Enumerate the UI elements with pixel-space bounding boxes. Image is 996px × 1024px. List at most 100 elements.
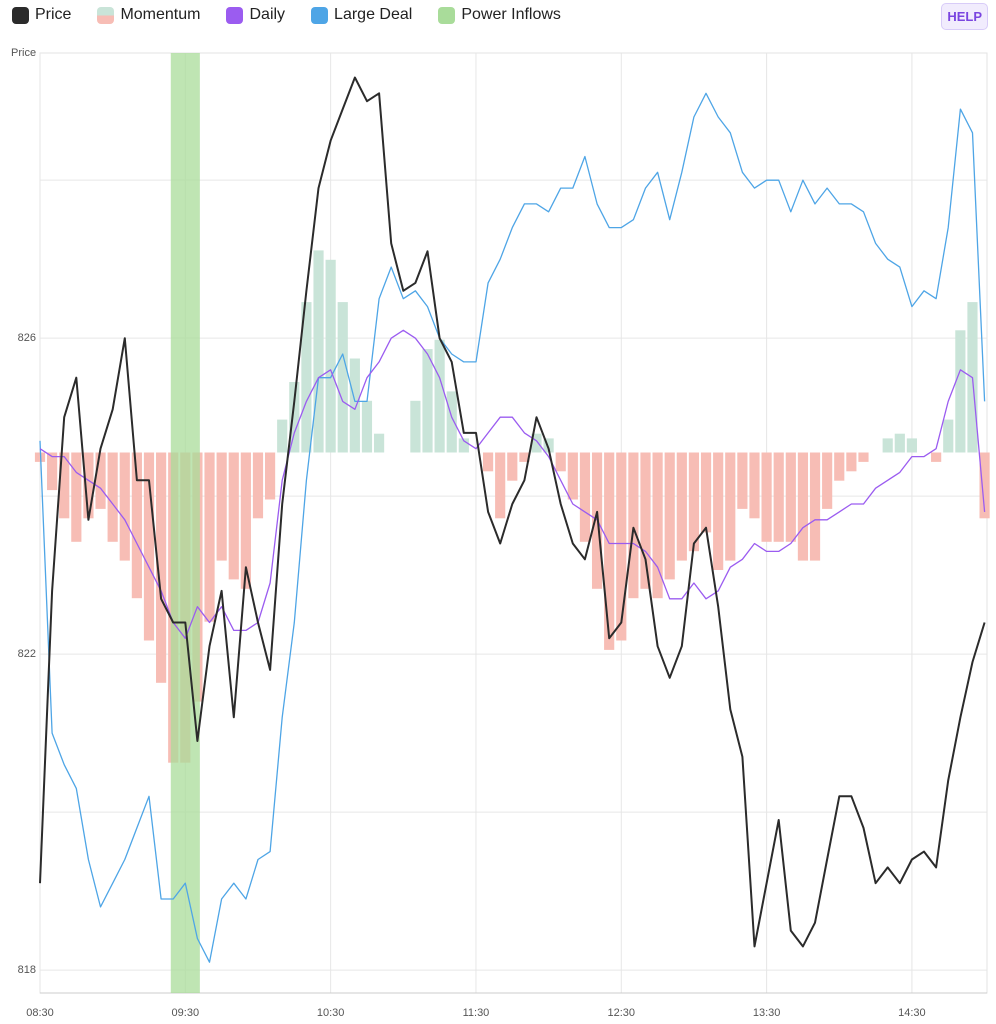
x-tick-label: 10:30	[317, 1007, 345, 1019]
momentum-bar	[616, 452, 627, 641]
legend-item: Large Deal	[311, 6, 412, 24]
y-axis-label: Price	[11, 47, 36, 59]
momentum-bar	[797, 452, 809, 561]
momentum-bar	[301, 302, 312, 453]
x-tick-label: 09:30	[172, 1007, 200, 1019]
momentum-bar	[216, 452, 227, 561]
legend-label: Daily	[249, 6, 286, 23]
momentum-bar	[446, 391, 457, 453]
momentum-bar	[894, 433, 905, 453]
momentum-bar	[482, 452, 494, 472]
momentum-bar	[749, 452, 760, 519]
momentum-bar	[47, 452, 58, 491]
momentum-bar	[507, 452, 518, 481]
legend-label: Price	[35, 6, 72, 23]
momentum-bar	[325, 259, 336, 453]
momentum-bar	[725, 452, 736, 561]
momentum-bar	[107, 452, 118, 542]
momentum-bar	[943, 419, 954, 453]
momentum-bar	[495, 452, 506, 519]
momentum-bar	[34, 452, 46, 462]
momentum-bar	[567, 452, 578, 500]
momentum-bar	[252, 452, 264, 519]
legend-item: Daily	[226, 6, 285, 24]
momentum-bar	[604, 452, 615, 650]
momentum-bar	[688, 452, 700, 552]
legend-item: Power Inflows	[438, 6, 561, 24]
momentum-bar	[156, 452, 167, 683]
momentum-bar	[579, 452, 591, 542]
momentum-bar	[906, 438, 918, 453]
momentum-bar	[664, 452, 675, 580]
momentum-bar	[71, 452, 82, 542]
momentum-bar	[555, 452, 566, 472]
x-tick-label: 14:30	[898, 1007, 926, 1019]
momentum-bar	[458, 438, 469, 453]
momentum-bar	[95, 452, 106, 509]
y-tick-label: 826	[18, 332, 36, 344]
momentum-bar	[313, 250, 324, 453]
x-tick-label: 13:30	[753, 1007, 781, 1019]
momentum-bar	[773, 452, 784, 542]
momentum-bar	[809, 452, 821, 561]
momentum-bar	[131, 452, 142, 599]
momentum-bar	[785, 452, 796, 542]
momentum-bar	[204, 452, 215, 622]
momentum-bar	[531, 433, 542, 453]
momentum-bar	[143, 452, 155, 641]
line-series	[39, 329, 986, 639]
momentum-bar	[337, 302, 348, 453]
legend-swatch	[438, 6, 456, 24]
momentum-bar	[349, 358, 360, 453]
x-tick-label: 11:30	[463, 1007, 490, 1019]
momentum-bar	[882, 438, 893, 453]
momentum-bar	[676, 452, 687, 561]
x-tick-label: 08:30	[26, 1007, 54, 1019]
legend-item: Price	[12, 6, 71, 24]
legend-label: Power Inflows	[461, 6, 561, 23]
legend-label: Momentum	[120, 6, 201, 23]
momentum-bar	[434, 339, 445, 453]
momentum-bar	[931, 452, 942, 462]
momentum-bar	[277, 419, 288, 453]
momentum-bar	[289, 382, 300, 453]
momentum-bar	[858, 452, 869, 462]
legend-swatch	[311, 6, 329, 24]
momentum-bar	[361, 400, 373, 453]
momentum-bar	[700, 452, 712, 533]
power-inflow-band	[170, 53, 200, 993]
y-tick-label: 822	[18, 648, 36, 660]
momentum-bar	[410, 400, 421, 453]
legend-label: Large Deal	[334, 6, 413, 23]
momentum-bar	[422, 349, 433, 453]
y-tick-label: 818	[18, 964, 36, 976]
momentum-bar	[240, 452, 251, 589]
momentum-bar	[543, 438, 554, 453]
help-button[interactable]: HELP	[941, 3, 988, 30]
momentum-bar	[652, 452, 663, 599]
momentum-bar	[59, 452, 70, 519]
legend: Price Momentum Daily Large Deal Power Inflow…	[12, 6, 561, 24]
momentum-bar	[83, 452, 94, 519]
line-series	[39, 92, 986, 963]
momentum-bar	[761, 452, 772, 542]
momentum-bar	[846, 452, 857, 472]
momentum-bar	[822, 452, 833, 509]
legend-item: Momentum	[97, 6, 200, 24]
momentum-bar	[373, 433, 385, 453]
momentum-bar	[519, 452, 530, 462]
momentum-bar	[119, 452, 130, 561]
momentum-bar	[979, 452, 990, 519]
momentum-bar	[640, 452, 651, 589]
legend-swatch	[12, 6, 29, 24]
momentum-bar	[737, 452, 748, 509]
momentum-bar	[834, 452, 845, 481]
legend-swatch	[226, 6, 244, 24]
momentum-bar	[713, 452, 724, 570]
momentum-bar	[228, 452, 239, 580]
momentum-bar	[955, 330, 966, 453]
momentum-bar	[628, 452, 639, 599]
line-series	[39, 76, 986, 948]
